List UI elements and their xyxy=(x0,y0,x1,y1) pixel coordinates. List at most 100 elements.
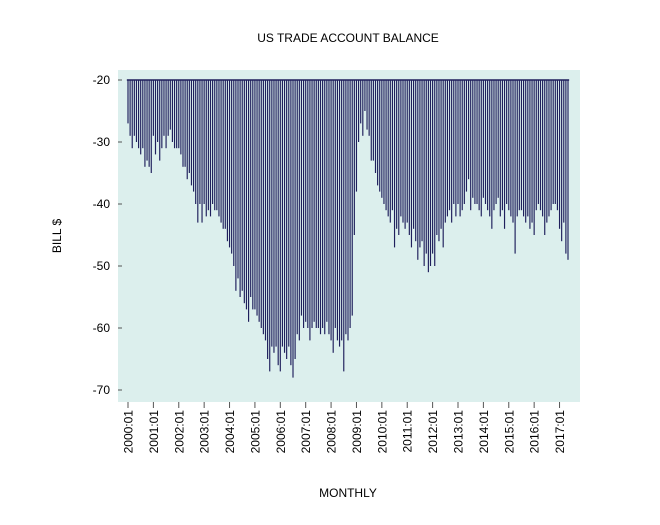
bar xyxy=(546,80,548,223)
bar xyxy=(294,80,296,359)
bar xyxy=(161,80,163,149)
bar xyxy=(241,80,243,291)
bar xyxy=(427,80,429,273)
bars-group xyxy=(126,79,570,378)
bar xyxy=(245,80,248,310)
bar xyxy=(186,80,188,180)
bar xyxy=(254,80,256,310)
bar xyxy=(484,80,487,204)
bar xyxy=(277,80,279,366)
bar xyxy=(146,80,148,161)
bar xyxy=(262,80,264,335)
bar xyxy=(184,80,186,167)
bar xyxy=(275,80,277,347)
bar xyxy=(209,80,212,217)
bar xyxy=(180,80,182,155)
bar xyxy=(332,80,334,353)
bar xyxy=(508,80,510,211)
x-ticks: 2000:01 2001:01 2002:01 2003:01 2004:01 2005:… xyxy=(122,402,567,454)
bar xyxy=(565,80,567,254)
bar xyxy=(319,80,322,335)
bar xyxy=(503,80,506,229)
bar xyxy=(489,80,491,217)
bar xyxy=(336,80,338,341)
x-tick-label: 2007:01 xyxy=(299,410,313,454)
bar xyxy=(501,80,503,211)
bar xyxy=(243,80,245,304)
bar xyxy=(398,80,400,235)
bar xyxy=(548,80,550,217)
bar xyxy=(468,80,470,180)
bar xyxy=(415,80,417,242)
bar xyxy=(199,80,201,204)
bar xyxy=(520,80,523,211)
bar xyxy=(370,80,372,161)
bar xyxy=(317,80,319,328)
bar xyxy=(512,80,514,223)
bar xyxy=(455,80,457,217)
bar xyxy=(169,80,171,130)
bar xyxy=(322,80,324,328)
bar xyxy=(349,80,351,328)
bar xyxy=(438,80,440,242)
bar xyxy=(218,80,220,217)
bar xyxy=(400,80,402,217)
bar xyxy=(231,80,233,254)
bar xyxy=(296,80,298,335)
bar xyxy=(195,80,197,204)
bar xyxy=(290,80,292,366)
bar xyxy=(212,80,214,204)
bar xyxy=(419,80,421,248)
bar xyxy=(260,80,262,328)
y-tick-label: -20 xyxy=(93,73,111,87)
bar xyxy=(518,80,520,211)
bar xyxy=(286,80,288,359)
bar xyxy=(444,80,446,223)
bar xyxy=(531,80,533,223)
bar xyxy=(353,80,355,235)
bar xyxy=(402,80,404,223)
y-tick-label: -70 xyxy=(93,383,111,397)
bar xyxy=(408,80,410,235)
bar xyxy=(237,80,239,279)
bar xyxy=(165,80,167,149)
bar xyxy=(558,80,561,229)
bar xyxy=(432,80,434,254)
bar xyxy=(152,80,154,136)
bar xyxy=(313,80,315,322)
x-axis-label: MONTHLY xyxy=(319,486,377,500)
bar xyxy=(127,80,129,124)
bar xyxy=(326,80,328,322)
bar xyxy=(366,80,368,130)
bar xyxy=(440,80,442,229)
bar xyxy=(303,80,305,328)
bar xyxy=(542,80,544,217)
bar xyxy=(214,80,216,211)
bar xyxy=(190,80,193,186)
bar xyxy=(201,80,203,223)
bar xyxy=(188,80,190,173)
bar xyxy=(383,80,385,204)
bar xyxy=(279,80,281,372)
bar xyxy=(510,80,512,217)
bar xyxy=(250,80,252,297)
chart-title: US TRADE ACCOUNT BALANCE xyxy=(257,31,439,45)
bar xyxy=(173,80,176,149)
bar xyxy=(529,80,531,229)
bar xyxy=(404,80,406,229)
bar xyxy=(347,80,349,341)
bar xyxy=(171,80,173,142)
bar xyxy=(264,80,267,341)
bar xyxy=(182,80,184,167)
bar xyxy=(228,80,231,248)
bar xyxy=(283,80,286,353)
bar xyxy=(434,80,436,266)
bar xyxy=(421,80,423,242)
bar xyxy=(334,80,336,328)
bar xyxy=(461,80,463,211)
bar xyxy=(537,80,539,204)
bar xyxy=(385,80,387,211)
bar xyxy=(309,80,311,341)
y-tick-label: -50 xyxy=(93,259,111,273)
bar xyxy=(372,80,374,161)
